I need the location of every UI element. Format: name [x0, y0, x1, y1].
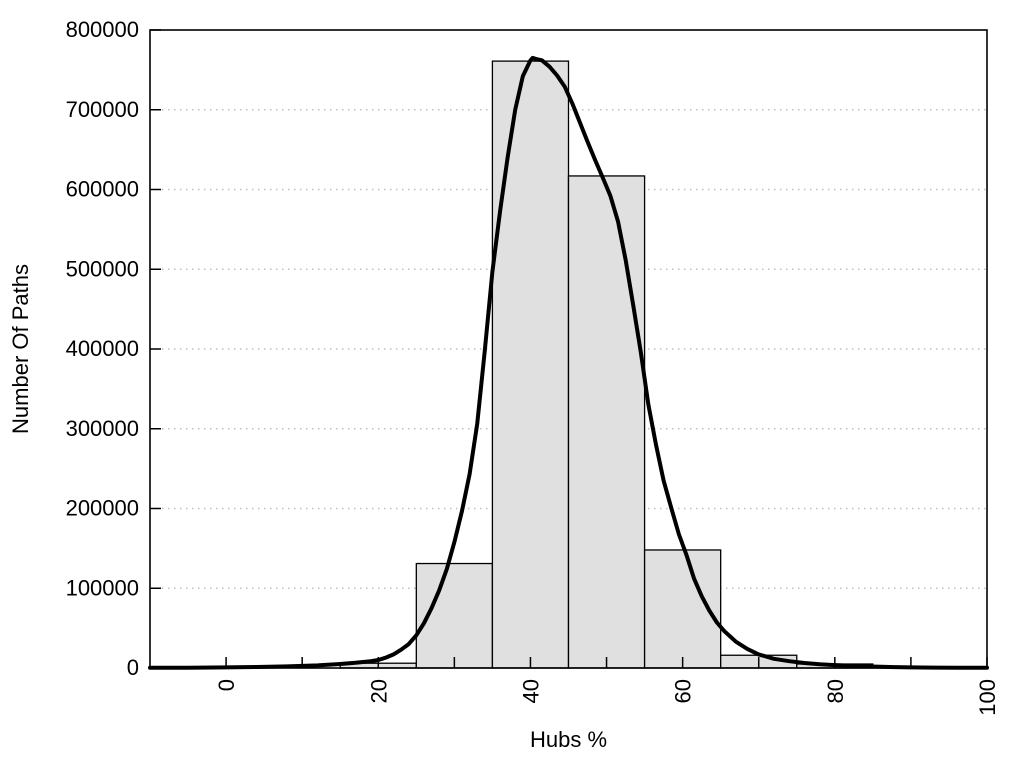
- y-tick-label: 800000: [66, 17, 139, 42]
- histogram-bar: [567, 175, 646, 669]
- x-axis-tick-labels: 0 20 40 60 80 100: [214, 679, 1000, 716]
- histogram-bars: [339, 60, 874, 669]
- y-axis-tick-labels: 0 100000 200000 300000 400000 500000 600000 700…: [66, 17, 139, 680]
- y-tick-label: 0: [127, 655, 139, 680]
- y-tick-label: 600000: [66, 177, 139, 202]
- y-axis-ticks: [150, 29, 161, 669]
- x-axis-title: Hubs %: [530, 727, 607, 752]
- y-axis-title: Number Of Paths: [8, 264, 33, 434]
- y-tick-label: 300000: [66, 416, 139, 441]
- y-tick-label: 500000: [66, 256, 139, 281]
- x-tick-label: 0: [214, 679, 239, 691]
- x-tick-label: 60: [671, 679, 696, 703]
- y-tick-label: 100000: [66, 575, 139, 600]
- axis-titles: Hubs % Number Of Paths: [8, 264, 607, 752]
- histogram-bar: [491, 60, 570, 669]
- y-tick-label: 400000: [66, 336, 139, 361]
- x-tick-label: 80: [823, 679, 848, 703]
- x-tick-label: 20: [366, 679, 391, 703]
- gridlines: [150, 109, 987, 589]
- y-tick-label: 700000: [66, 97, 139, 122]
- fit-curve: [148, 55, 989, 670]
- y-tick-label: 200000: [66, 496, 139, 521]
- x-axis-ticks: [225, 657, 988, 668]
- x-tick-label: 40: [518, 679, 543, 703]
- fit-curve-path: [148, 55, 989, 670]
- x-tick-label: 100: [975, 679, 1000, 716]
